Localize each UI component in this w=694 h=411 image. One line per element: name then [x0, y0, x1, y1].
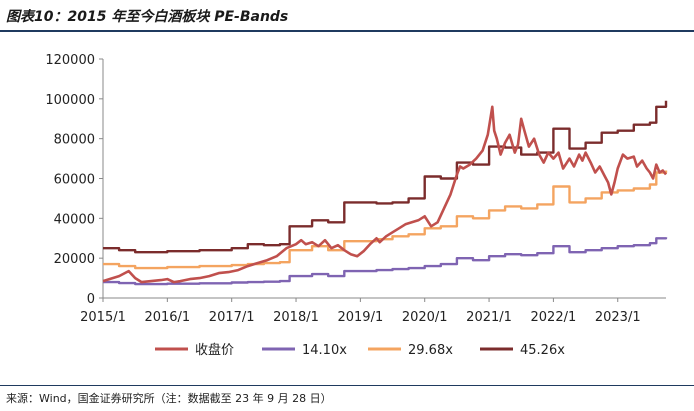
x-tick-label: 2018/1 — [273, 310, 319, 325]
y-tick-label: 40000 — [54, 212, 95, 227]
legend-label: 收盘价 — [195, 342, 234, 358]
y-tick-label: 60000 — [54, 173, 95, 188]
source-divider — [0, 385, 694, 386]
pe-bands-chart: 0 20000 40000 60000 80000 100000 120000 2015/1… — [45, 53, 668, 358]
source-note: 来源：Wind，国金证券研究所（注：数据截至 23 年 9 月 28 日） — [6, 392, 332, 405]
series-line-1 — [102, 105, 668, 284]
y-tick-label: 80000 — [54, 133, 95, 148]
x-tick-label: 2019/1 — [337, 310, 383, 325]
x-tick-label: 2022/1 — [531, 310, 577, 325]
y-tick-label: 120000 — [45, 53, 95, 68]
x-tick-label: 2021/1 — [466, 310, 512, 325]
y-tick-label: 20000 — [54, 252, 95, 267]
x-tick-label: 2015/1 — [80, 310, 126, 325]
series-line-2 — [103, 237, 668, 286]
y-tick-labels: 0 20000 40000 60000 80000 100000 120000 — [45, 53, 103, 307]
x-tick-label: 2017/1 — [209, 310, 255, 325]
legend-label: 29.68x — [408, 343, 453, 358]
x-tick-label: 2023/1 — [595, 310, 641, 325]
series-lines — [102, 100, 668, 286]
x-tick-label: 2020/1 — [402, 310, 448, 325]
legend-label: 14.10x — [302, 343, 347, 358]
legend: 收盘价 14.10x 29.68x 45.26x — [155, 342, 565, 358]
series-line-3 — [103, 170, 668, 270]
x-tick-label: 2016/1 — [144, 310, 190, 325]
chart-title: 图表10：2015 年至今白酒板块 PE-Bands — [6, 9, 289, 25]
series-line-4 — [103, 100, 668, 254]
y-tick-label: 0 — [87, 292, 95, 307]
legend-label: 45.26x — [520, 343, 565, 358]
y-tick-label: 100000 — [45, 93, 95, 108]
x-tick-labels: 2015/1 2016/1 2017/1 2018/1 2019/1 2020/1 2021… — [80, 298, 641, 325]
title-divider — [0, 30, 694, 32]
